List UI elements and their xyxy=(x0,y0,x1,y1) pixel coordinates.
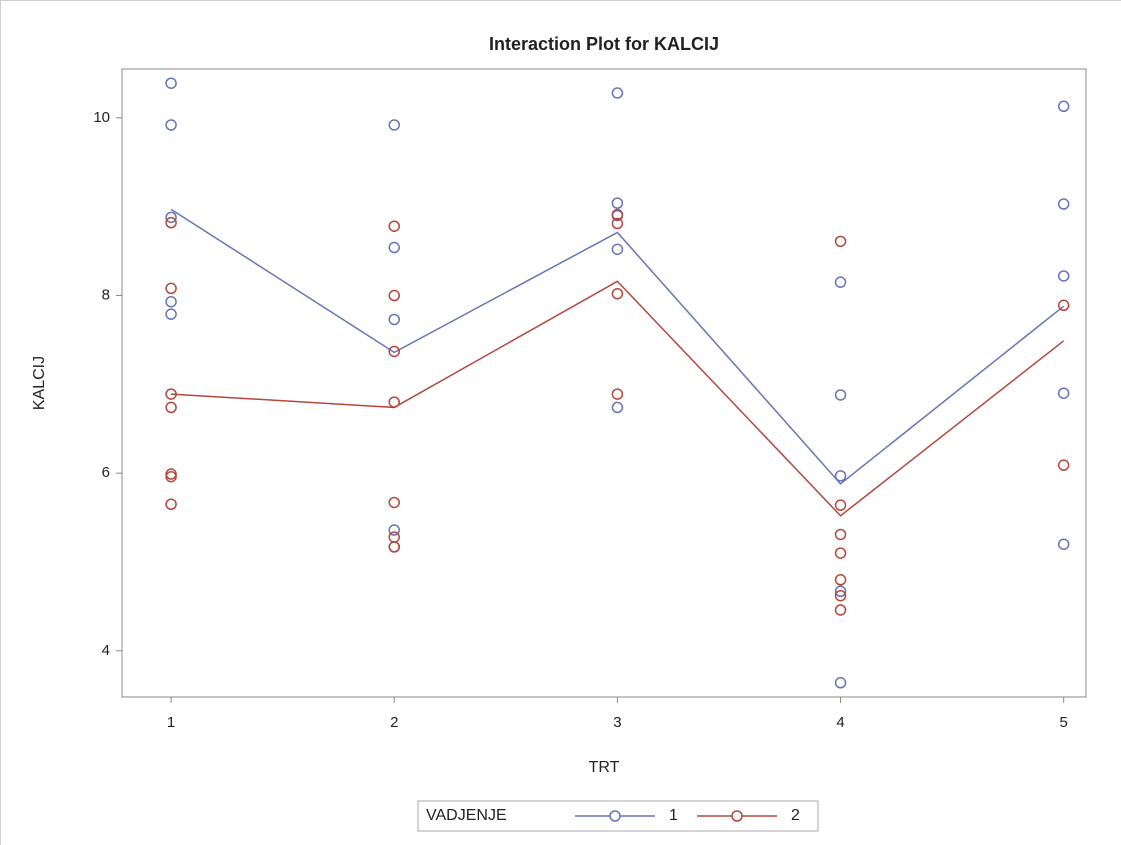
legend-title: VADJENJE xyxy=(426,807,507,824)
data-point xyxy=(165,282,177,295)
data-point xyxy=(388,313,400,326)
y-tick-label: 8 xyxy=(102,286,110,303)
data-point xyxy=(165,119,177,131)
data-point xyxy=(388,524,400,536)
data-point xyxy=(834,528,847,541)
data-point xyxy=(834,235,847,248)
data-point xyxy=(388,289,400,302)
plot-frame xyxy=(121,68,1087,698)
legend-label: 1 xyxy=(669,807,678,824)
x-tick-label: 3 xyxy=(613,714,621,731)
data-point xyxy=(611,217,624,230)
data-point xyxy=(611,197,624,209)
data-point xyxy=(611,243,624,256)
x-tick-label: 2 xyxy=(390,714,398,731)
data-point xyxy=(834,585,847,598)
x-axis-label: TRT xyxy=(589,759,620,776)
data-point xyxy=(834,276,847,288)
data-point xyxy=(1057,198,1070,210)
data-point xyxy=(165,308,177,320)
mean-line xyxy=(170,208,1065,485)
x-tick-label: 5 xyxy=(1060,714,1068,731)
data-point xyxy=(165,295,177,308)
data-point xyxy=(611,287,624,300)
data-point xyxy=(388,345,400,358)
data-point xyxy=(165,77,177,89)
data-point xyxy=(1057,299,1070,312)
legend-marker xyxy=(609,810,621,822)
data-point xyxy=(388,241,400,254)
data-point xyxy=(611,208,624,221)
data-point xyxy=(1057,387,1070,399)
data-point xyxy=(388,496,400,509)
data-point xyxy=(1057,100,1070,113)
data-point xyxy=(834,589,847,602)
data-point xyxy=(611,87,624,99)
data-point xyxy=(834,547,847,559)
data-point xyxy=(388,119,400,131)
x-tick-label: 1 xyxy=(167,714,175,731)
mean-line xyxy=(171,280,1065,517)
data-point xyxy=(165,470,177,483)
data-point xyxy=(165,211,177,224)
legend-label: 2 xyxy=(791,807,800,824)
data-point xyxy=(165,216,177,229)
data-point xyxy=(165,401,177,414)
data-point xyxy=(388,396,400,408)
data-point xyxy=(834,499,847,511)
data-point xyxy=(834,677,847,689)
data-point xyxy=(611,401,624,414)
y-tick-label: 10 xyxy=(93,109,110,126)
data-point xyxy=(834,470,847,482)
data-point xyxy=(834,389,847,401)
data-point xyxy=(834,604,847,616)
data-point xyxy=(165,498,177,510)
data-point xyxy=(1057,270,1070,282)
data-point xyxy=(1057,538,1070,550)
data-point xyxy=(611,388,624,400)
data-point xyxy=(834,573,847,586)
x-tick-label: 4 xyxy=(836,714,844,731)
data-point xyxy=(1057,459,1070,471)
data-point xyxy=(388,220,400,232)
chart-title: Interaction Plot for KALCIJ xyxy=(489,34,719,54)
data-point xyxy=(388,541,400,553)
data-point xyxy=(165,388,177,400)
y-tick-label: 6 xyxy=(102,464,110,481)
y-tick-label: 4 xyxy=(102,642,110,659)
legend-marker xyxy=(731,810,743,822)
y-axis-label: KALCIJ xyxy=(31,356,48,410)
